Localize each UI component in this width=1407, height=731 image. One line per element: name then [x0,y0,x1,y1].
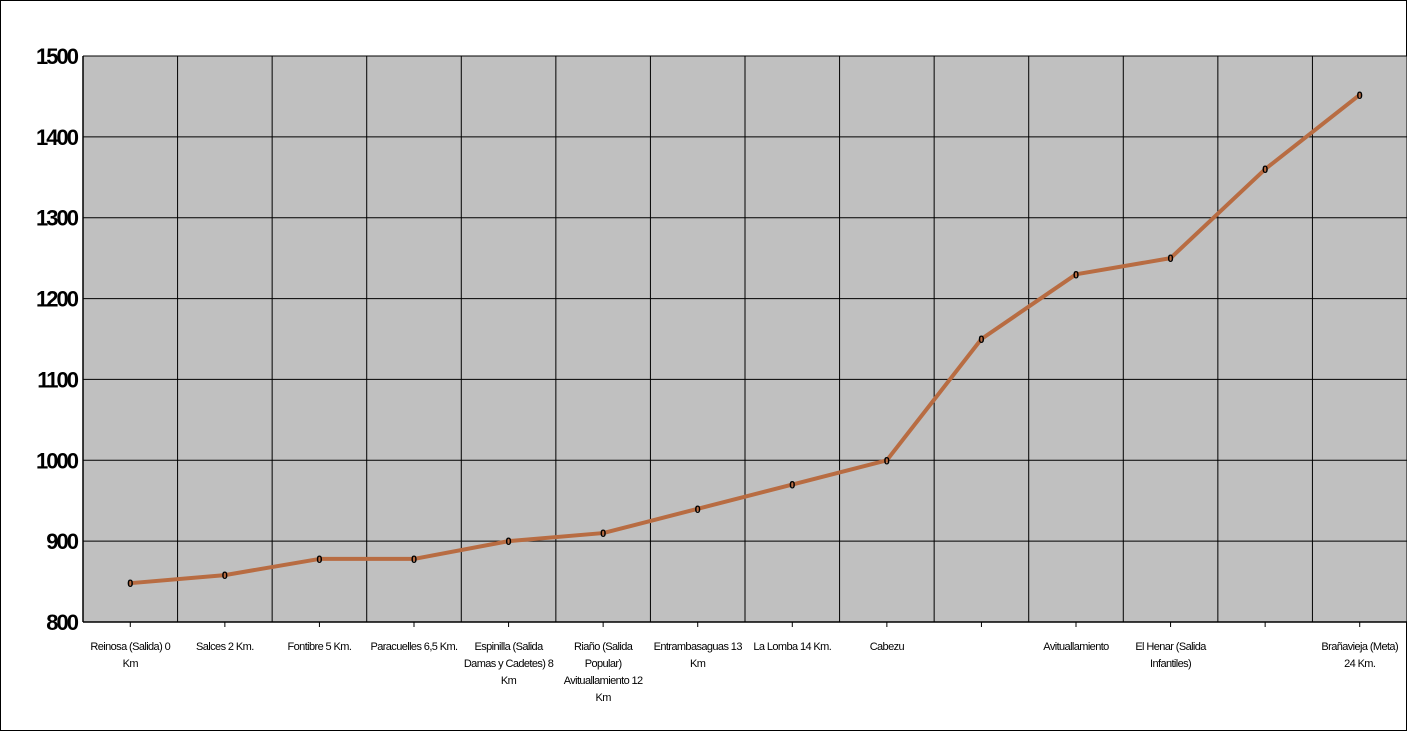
y-tick-label: 900 [46,529,78,554]
y-tick-label: 1300 [36,206,79,231]
data-label: 0 [1073,269,1079,281]
data-label: 0 [222,570,228,582]
x-tick-label: Paracuelles 6,5 Km. [370,641,458,653]
x-tick-label: Fontibre 5 Km. [288,641,352,653]
x-tick-label: El Henar (Salida Infantiles) [1135,641,1207,670]
x-tick-label-line: Cabezu [870,641,905,653]
data-label: 0 [789,480,795,492]
x-tick-label: Avituallamiento [1043,641,1109,653]
x-tick-label-line: Avituallamiento [1043,641,1109,653]
x-tick-label: Entrambasaguas 13 Km [654,641,743,670]
x-tick-label-line: Reinosa (Salida) 0 [90,641,170,653]
data-point [978,336,984,342]
data-point [1357,92,1363,98]
x-tick-label-line: Km [690,658,706,670]
data-label: 0 [600,528,606,540]
data-point [222,572,228,578]
x-tick-label-line: Damas y Cadetes) 8 [464,658,554,670]
x-tick-label-line: Riaño (Salida [574,641,634,653]
data-point [695,506,701,512]
data-point [506,538,512,544]
x-tick-label: Cabezu [870,641,905,653]
data-label: 0 [1262,164,1268,176]
series-line [128,92,1362,586]
x-tick-label-line: Km [501,675,517,687]
y-tick-label: 1100 [37,367,78,392]
x-tick-label-line: Km [123,658,139,670]
data-label: 0 [1168,253,1174,265]
x-tick-label: Riaño (Salida Popular) Avituallamiento 12 K… [564,641,643,704]
data-point [789,482,795,488]
data-label: 0 [978,334,984,346]
y-tick-label: 1400 [36,125,79,150]
data-label: 0 [1357,90,1363,102]
x-tick-label-line: Infantiles) [1150,658,1191,670]
x-tick-label-line: Espinilla (Salida [475,641,545,653]
x-tick-label: Brañavieja (Meta) 24 Km. [1321,641,1398,670]
y-tick-label: 800 [46,610,78,635]
x-tick-label: Salces 2 Km. [196,641,254,653]
y-tick-label: 1500 [36,44,79,69]
y-tick-label: 1200 [36,287,79,312]
x-tick-label-line: 24 Km. [1344,658,1376,670]
data-point [411,556,417,562]
x-tick-label-line: El Henar (Salida [1135,641,1207,653]
x-tick-label-line: Fontibre 5 Km. [288,641,352,653]
data-label: 0 [506,536,512,548]
data-label: 0 [127,578,133,590]
data-point [1073,271,1079,277]
y-tick-label: 1000 [36,448,79,473]
data-label: 0 [316,554,322,566]
data-point [316,556,322,562]
x-tick-label-line: Avituallamiento 12 [564,675,643,687]
x-tick-label-line: Brañavieja (Meta) [1321,641,1398,653]
data-point [600,530,606,536]
data-label: 0 [884,455,890,467]
x-tick-label-line: La Lomba 14 Km. [753,641,831,653]
x-tick-label-line: Km [595,692,611,704]
data-label: 0 [411,554,417,566]
x-tick-label-line: Paracuelles 6,5 Km. [370,641,458,653]
data-point [127,580,133,586]
x-tick-label-line: Salces 2 Km. [196,641,254,653]
data-label: 0 [695,504,701,516]
x-tick-label: La Lomba 14 Km. [753,641,831,653]
data-point [1168,255,1174,261]
data-point [884,457,890,463]
x-tick-label: Reinosa (Salida) 0 Km [90,641,170,670]
x-tick-label: Espinilla (Salida Damas y Cadetes) 8 Km [464,641,554,687]
data-point [1262,166,1268,172]
x-tick-label-line: Entrambasaguas 13 [654,641,743,653]
x-tick-label-line: Popular) [585,658,622,670]
